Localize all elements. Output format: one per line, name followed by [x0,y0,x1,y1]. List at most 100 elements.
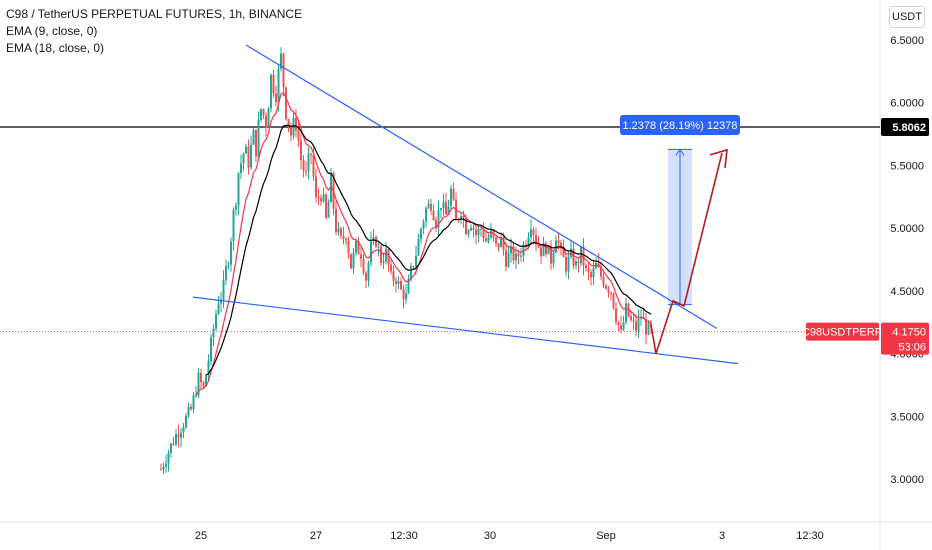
candle-body [422,221,425,229]
candle-body [540,247,542,257]
candle-body [260,109,262,120]
candle-body [410,266,412,280]
candle-body [210,337,212,362]
candle-body [505,250,507,267]
candle-body [280,53,282,69]
candle-body [175,434,177,445]
candle-body [420,228,422,239]
candle-body [472,227,475,230]
candle-body [600,266,602,277]
currency-unit-button[interactable]: USDT [889,6,925,28]
candle-body [480,228,482,230]
candle-body [257,119,260,157]
candle-body [255,129,257,157]
projection-path [650,152,723,354]
candle-body [230,241,232,265]
candle-body [615,308,617,323]
candle-body [552,252,555,264]
candle-body [387,248,390,265]
candle-body [197,372,200,396]
candle-body [335,208,337,233]
candle-body [302,160,305,171]
candle-body [565,257,567,272]
candle-body [432,210,435,220]
candle-body [617,322,620,326]
candle-body [237,173,240,206]
candle-body [320,198,322,202]
candle-body [475,229,477,236]
chart-legend: C98 / TetherUS PERPETUAL FUTURES, 1h, BI… [6,6,302,57]
candle-body [310,153,312,155]
price-tick-label: 5.0000 [890,223,924,235]
candle-body [495,237,497,244]
candle-body [645,319,647,335]
candle-body [610,292,612,294]
candle-body [305,170,307,172]
candle-body [162,466,165,470]
candle-body [532,229,535,236]
candle-body [510,246,512,254]
candle-body [462,215,465,219]
candle-body [285,87,287,120]
candle-body [637,318,640,331]
candle-body [507,253,510,267]
candle-body [325,194,327,218]
ema9-line [195,91,652,396]
candle-body [240,163,242,174]
candle-body [172,443,175,445]
candle-body [397,280,400,284]
time-tick-label: 25 [195,530,207,542]
candle-body [235,205,237,210]
candle-body [477,228,480,236]
projection-arrow-head [709,148,728,168]
candle-body [440,208,442,210]
candle-body [490,230,492,238]
candle-body [267,108,270,129]
candle-body [362,258,365,273]
candle-body [430,203,432,211]
ema9-legend: EMA (9, close, 0) [6,24,98,38]
candle-body [512,246,515,261]
candle-body [585,265,587,269]
candle-body [445,201,447,215]
candle-body [625,303,627,323]
candle-body [482,228,485,239]
candle-body [522,244,525,256]
candle-body [572,248,575,266]
candle-body [647,322,650,335]
candle-body [395,280,397,284]
candle-body [352,252,355,269]
candle-body [427,203,430,209]
candle-body [530,229,532,238]
candle-body [587,268,590,273]
price-tick-label: 3.5000 [890,411,924,423]
current-price-label: 4.1750 [892,327,926,339]
candle-body [470,227,472,231]
symbol-tag: C98USDTPERP [802,327,882,339]
candle-body [557,240,560,243]
candle-body [277,68,280,103]
candle-body [307,153,310,172]
candle-body [372,237,375,242]
candle-body [212,328,215,338]
candle-body [425,208,427,222]
price-tick-label: 4.5000 [890,286,924,298]
price-tick-label: 3.0000 [890,474,924,486]
candle-body [192,395,195,410]
candle-body [217,303,220,314]
candle-body [550,245,552,264]
candle-body [612,293,615,309]
candle-body [202,382,205,387]
candle-body [382,261,385,263]
candle-body [405,293,407,300]
candle-body [542,243,545,257]
candle-body [577,261,580,264]
candle-body [547,245,550,255]
candle-body [190,406,192,410]
candle-body [620,325,622,330]
candle-body [355,240,357,253]
candle-body [275,93,277,103]
candle-body [392,271,395,281]
candle-body [630,316,632,321]
